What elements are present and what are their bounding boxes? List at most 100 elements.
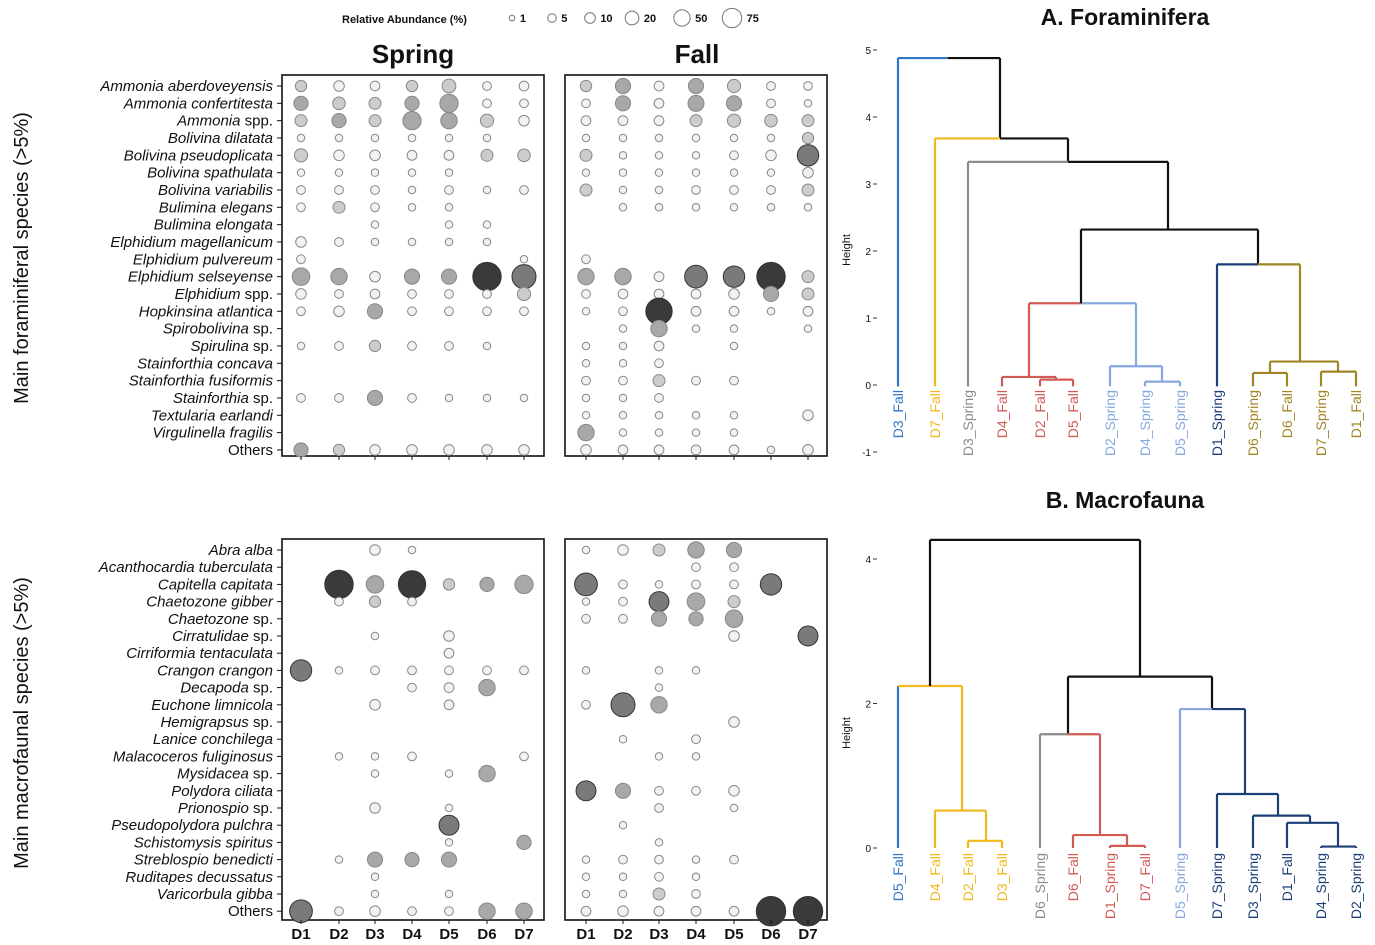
macro-bubble-fall-D3 [650,610,668,627]
dendro-tick-label: 4 [865,555,871,566]
foram-bubble-fall-D3 [654,411,664,420]
dendro-tick-label: 5 [865,46,871,57]
foram-bubble-fall-D7 [802,166,814,179]
macro-bubble-fall-D3 [654,580,664,589]
foram-species-name: Elphidium magellanicum [110,234,273,251]
foram-bubble-fall-D3 [652,374,666,388]
macro-bubble-spring-D5 [444,906,454,917]
foram-bubble-fall-D2 [614,95,632,112]
foram-bubble-fall-D1 [581,98,591,109]
foram-bubble-spring-D2 [333,149,345,162]
macro-bubble-spring-D5 [442,578,456,591]
foram-species-name: Ammonia [176,113,240,130]
macro-bubble-spring-D3 [369,802,381,814]
macro-bubble-spring-D5 [440,851,458,868]
foram-species-label: Bolivina pseudoplicata [124,147,273,164]
foram-bubble-spring-D1 [293,95,309,111]
site-label-D1: D1 [576,926,595,943]
macro-bubble-spring-D1 [289,659,313,682]
macro-bubble-fall-D3 [654,785,664,796]
foram-bubble-fall-D2 [618,411,628,420]
foram-bubble-fall-D7 [803,203,813,212]
foram-bubble-spring-D2 [334,168,344,177]
site-label-D5: D5 [439,926,458,943]
foram-bubble-spring-D7 [519,185,529,195]
foram-bubble-spring-D4 [407,168,417,177]
macro-bubble-spring-D3 [370,889,380,899]
macro-bubble-fall-D2 [618,596,628,607]
macro-species-label: Hemigrapsus sp. [160,714,273,731]
foram-bubble-fall-D7 [803,324,813,333]
foram-bubble-fall-D7 [803,81,813,91]
foram-bubble-fall-D6 [766,445,776,455]
leaf-label-D6_Spring: D6_Spring [1245,390,1261,456]
foram-bubble-spring-D3 [369,444,381,456]
foram-bubble-fall-D2 [618,133,628,143]
leaf-label-D3_Spring: D3_Spring [960,390,976,456]
foram-bubble-fall-D7 [802,305,814,317]
macro-bubble-spring-D6 [482,665,492,676]
macro-species-label: Acanthocardia tuberculata [98,559,273,576]
foram-bubble-spring-D5 [444,203,454,212]
foram-bubble-spring-D6 [479,113,495,128]
foram-bubble-fall-D5 [729,411,739,420]
foram-species-label: Ammonia aberdoveyensis [99,78,273,95]
macro-bubble-spring-D3 [365,575,385,594]
dendro-a-ylabel: Height [841,234,853,266]
macro-species-label: Crangon crangon [157,662,273,679]
foram-bubble-fall-D6 [766,98,776,109]
site-label-D6: D6 [477,926,496,943]
foram-species-name: Stainforthia concava [137,355,273,372]
macro-bubble-spring-D6 [479,576,495,593]
macro-bubble-fall-D1 [581,597,591,606]
legend-bubble-10 [584,12,596,24]
leaf-label-D6_Fall: D6_Fall [1065,853,1081,901]
foram-species-label: Stainforthia sp. [173,390,273,407]
foram-bubble-spring-D6 [482,341,492,351]
macro-bubble-fall-D3 [654,871,664,882]
macro-species-name: Lanice conchilega [153,731,273,748]
foram-bubble-spring-D6 [482,185,492,195]
foram-bubble-spring-D2 [334,393,344,403]
dendro-tick-label: 2 [865,247,871,258]
foram-bubble-fall-D2 [618,168,628,177]
foram-bubble-spring-D3 [370,185,380,195]
foram-bubble-spring-D2 [334,133,344,143]
foram-bubble-fall-D7 [802,409,814,422]
foram-bubble-spring-D4 [407,341,417,351]
foram-bubble-spring-D2 [331,113,347,129]
foram-bubble-fall-D7 [801,270,815,284]
macro-bubble-fall-D5 [728,630,740,642]
macro-species-name: Abra alba [208,542,273,559]
macro-species-name: Malacoceros fuliginosus [113,748,274,765]
dendro-tick-label: 0 [865,844,871,855]
macro-bubble-fall-D3 [653,905,665,917]
macro-bubble-spring-D1 [289,899,313,924]
foram-bubble-spring-D5 [444,306,454,317]
legend-bubble-1 [508,14,516,22]
site-label-D6: D6 [761,926,780,943]
macro-species-label: Prionospio sp. [178,800,273,817]
macro-bubble-spring-D6 [478,764,496,783]
foram-species-label: Virgulinella fragilis [152,425,273,442]
macro-bubble-spring-D3 [370,872,380,882]
foram-bubble-spring-D4 [406,149,418,161]
foram-species-label: Others [228,442,273,459]
macro-species-suffix: sp. [249,611,273,628]
legend-label-75: 75 [747,13,759,25]
dendro-b-title: B. Macrofauna [1046,487,1205,513]
foram-bubble-spring-D5 [444,237,454,247]
macro-bubble-fall-D4 [691,872,701,882]
foram-bubble-spring-D5 [444,185,454,195]
legend-bubble-5 [547,13,557,23]
dendro-b-ylabel: Height [841,717,853,749]
foram-bubble-spring-D2 [334,289,344,299]
macro-bubble-fall-D1 [581,872,591,882]
macro-species-suffix: sp. [249,680,273,697]
leaf-label-D6_Fall: D6_Fall [1279,390,1295,438]
macro-bubble-fall-D2 [618,734,628,744]
macro-bubble-spring-D3 [368,595,382,608]
foram-bubble-fall-D7 [801,287,815,301]
foram-bubble-fall-D7 [803,99,813,108]
